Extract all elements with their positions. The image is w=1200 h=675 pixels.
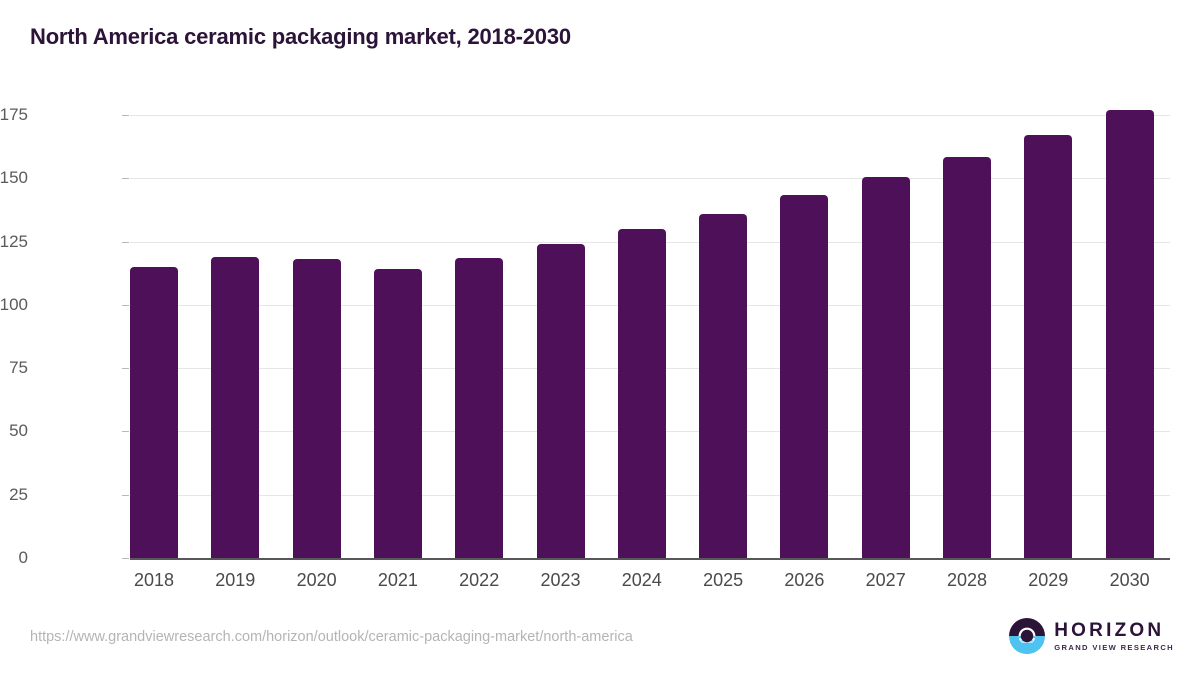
x-tick-label: 2022 [459,570,500,590]
y-tick-label: 25 [9,484,28,504]
bar[interactable] [536,244,585,558]
gridline [130,178,1170,180]
x-tick-label: 2025 [703,570,744,590]
x-tick-label: 2018 [133,570,175,590]
y-tick-mark [122,115,129,116]
x-tick-label: 2021 [377,570,418,590]
logo-text: HORIZON GRAND VIEW RESEARCH [1054,621,1174,652]
x-tick-label: 2027 [865,570,906,590]
y-tick-label: 50 [9,421,28,441]
bar[interactable] [943,156,991,558]
horizon-logo[interactable]: HORIZON GRAND VIEW RESEARCH [1009,618,1174,654]
x-tick-label: 2020 [296,570,337,590]
bar[interactable] [1024,135,1073,558]
x-tick-label: 2024 [621,570,662,590]
bar[interactable] [130,266,178,558]
bar[interactable] [211,256,260,558]
x-tick-label: 2029 [1028,570,1069,590]
horizon-sun-circle-icon [1009,618,1046,654]
y-tick-mark [122,494,129,496]
gridline [130,115,1170,116]
bar[interactable] [292,259,341,558]
logo-tagline: GRAND VIEW RESEARCH [1054,642,1174,652]
x-tick-label: 2026 [784,570,825,590]
x-tick-label: 2019 [215,570,256,590]
y-tick-label: 175 [0,105,28,124]
y-tick-mark [122,431,129,433]
y-tick-mark [122,241,129,243]
y-tick-mark [122,178,129,180]
source-url[interactable]: https://www.grandviewresearch.com/horizo… [30,629,633,645]
y-tick-label: 125 [0,231,28,251]
bar[interactable] [455,258,504,558]
bar[interactable] [1105,109,1154,558]
y-tick-mark [122,558,129,559]
page-title: North America ceramic packaging market, … [30,24,571,49]
bar[interactable] [617,228,666,558]
x-tick-label: 2023 [540,570,581,590]
y-tick-mark [122,304,129,306]
y-tick-label: 75 [9,358,28,378]
bar[interactable] [699,213,748,558]
logo-wordmark: HORIZON [1054,619,1165,641]
bar[interactable] [861,177,910,558]
y-tick-mark [122,368,129,370]
x-axis-line [130,558,1170,560]
x-tick-label: 2028 [946,570,988,590]
bar[interactable] [780,194,829,558]
y-tick-label: 100 [0,294,28,314]
x-tick-label: 2030 [1109,570,1150,590]
y-tick-label: 150 [0,168,28,188]
plot-area [130,109,1170,558]
y-tick-label: 0 [18,548,28,567]
bar[interactable] [373,269,422,558]
